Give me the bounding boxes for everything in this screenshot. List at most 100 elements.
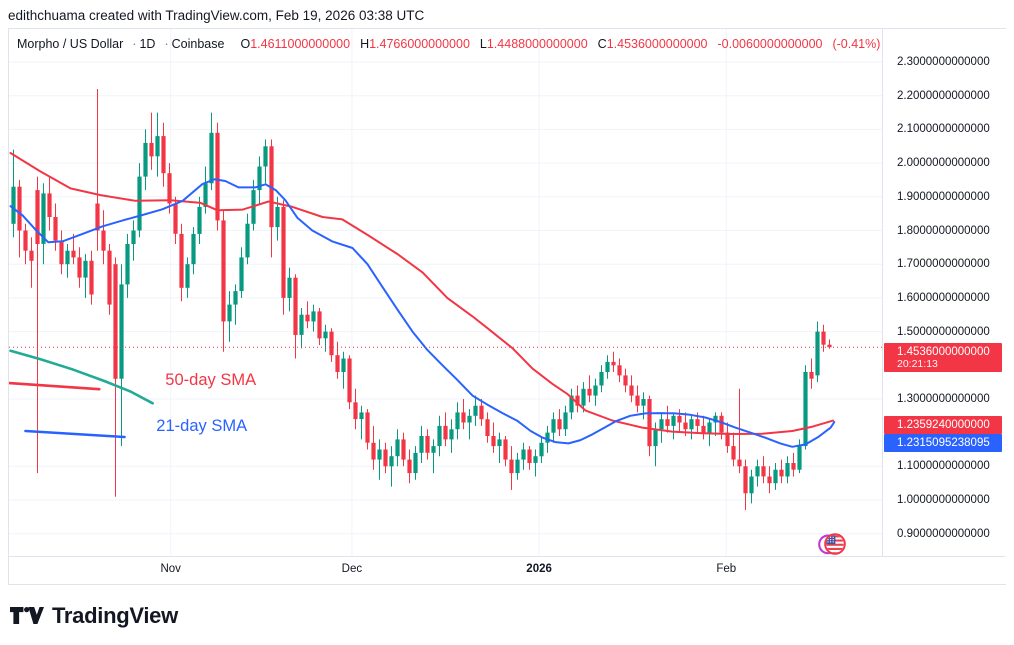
candle[interactable] xyxy=(89,250,94,305)
sma21-line[interactable] xyxy=(9,178,836,448)
candle[interactable] xyxy=(359,405,364,440)
candle[interactable] xyxy=(461,399,466,430)
candle[interactable] xyxy=(11,149,16,238)
candle[interactable] xyxy=(617,358,622,383)
tradingview-logo[interactable]: TradingView xyxy=(10,599,178,633)
candle[interactable] xyxy=(407,449,412,484)
candle[interactable] xyxy=(563,405,568,436)
sma21-pointer-line[interactable] xyxy=(24,429,126,439)
candle[interactable] xyxy=(347,355,352,410)
candle[interactable] xyxy=(749,469,754,504)
candle[interactable] xyxy=(197,196,202,244)
candle[interactable] xyxy=(515,452,520,480)
candle[interactable] xyxy=(701,415,706,440)
candle[interactable] xyxy=(521,442,526,470)
candle[interactable] xyxy=(791,452,796,477)
candle[interactable] xyxy=(311,304,316,332)
candle[interactable] xyxy=(227,291,232,342)
candle[interactable] xyxy=(713,412,718,436)
candle[interactable] xyxy=(329,328,334,362)
candle[interactable] xyxy=(23,223,28,265)
candle[interactable] xyxy=(335,341,340,379)
candle[interactable] xyxy=(761,456,766,484)
candle[interactable] xyxy=(437,415,442,457)
candle[interactable] xyxy=(455,402,460,440)
candle[interactable] xyxy=(239,247,244,298)
candle[interactable] xyxy=(425,429,430,460)
candle[interactable] xyxy=(125,233,130,298)
candle[interactable] xyxy=(443,412,448,447)
candle[interactable] xyxy=(401,432,406,467)
candle[interactable] xyxy=(101,210,106,265)
teal-trendline[interactable] xyxy=(9,349,154,405)
candle[interactable] xyxy=(557,409,562,436)
candle[interactable] xyxy=(245,213,250,265)
candle[interactable] xyxy=(587,375,592,403)
candle[interactable] xyxy=(467,409,472,440)
candle[interactable] xyxy=(689,415,694,440)
candle[interactable] xyxy=(743,459,748,511)
candle[interactable] xyxy=(47,176,52,231)
candlestick-chart[interactable]: 50-day SMA 21-day SMA xyxy=(9,29,882,559)
candle[interactable] xyxy=(485,412,490,443)
candle[interactable] xyxy=(725,422,730,453)
candle[interactable] xyxy=(503,436,508,467)
candle[interactable] xyxy=(365,409,370,450)
candle[interactable] xyxy=(149,112,154,170)
candle[interactable] xyxy=(533,449,538,477)
candle[interactable] xyxy=(113,257,118,497)
candle[interactable] xyxy=(629,375,634,403)
candle[interactable] xyxy=(773,463,778,490)
time-axis[interactable]: Nov Dec 2026 Feb xyxy=(9,556,1005,584)
candle[interactable] xyxy=(821,324,826,352)
candle[interactable] xyxy=(53,203,58,251)
candle[interactable] xyxy=(677,409,682,433)
candle[interactable] xyxy=(779,459,784,484)
candle[interactable] xyxy=(353,388,358,430)
candle[interactable] xyxy=(281,200,286,315)
candle[interactable] xyxy=(755,459,760,487)
candle[interactable] xyxy=(413,446,418,480)
candle[interactable] xyxy=(659,412,664,443)
candle[interactable] xyxy=(491,422,496,453)
candle[interactable] xyxy=(581,382,586,413)
candle[interactable] xyxy=(479,399,484,426)
candle[interactable] xyxy=(341,351,346,389)
candle[interactable] xyxy=(665,405,670,433)
sma50-pointer-line[interactable] xyxy=(9,381,101,391)
candle[interactable] xyxy=(611,351,616,372)
us-flag-icon[interactable] xyxy=(817,530,849,558)
candle[interactable] xyxy=(473,395,478,426)
candle[interactable] xyxy=(389,446,394,487)
candle[interactable] xyxy=(731,432,736,467)
candle[interactable] xyxy=(95,89,100,251)
candle[interactable] xyxy=(593,378,598,406)
candle[interactable] xyxy=(77,247,82,288)
candle[interactable] xyxy=(803,365,808,450)
candle[interactable] xyxy=(65,244,70,278)
candle[interactable] xyxy=(185,257,190,298)
candle[interactable] xyxy=(263,139,268,184)
candle[interactable] xyxy=(35,176,40,474)
candle[interactable] xyxy=(809,358,814,389)
candle[interactable] xyxy=(155,112,160,177)
candle[interactable] xyxy=(161,122,166,187)
candle[interactable] xyxy=(107,244,112,315)
candle[interactable] xyxy=(431,439,436,474)
candle[interactable] xyxy=(569,388,574,420)
candle[interactable] xyxy=(143,129,148,191)
candle[interactable] xyxy=(497,432,502,463)
sma50-annotation-label[interactable]: 50-day SMA xyxy=(165,371,256,389)
candle[interactable] xyxy=(305,301,310,329)
candle[interactable] xyxy=(623,368,628,393)
candle[interactable] xyxy=(719,412,724,440)
candle[interactable] xyxy=(815,321,820,383)
candle[interactable] xyxy=(371,425,376,470)
candle[interactable] xyxy=(323,324,328,352)
candle[interactable] xyxy=(575,385,580,413)
candle[interactable] xyxy=(647,395,652,457)
candle[interactable] xyxy=(449,419,454,453)
candle[interactable] xyxy=(83,254,88,298)
candle[interactable] xyxy=(605,355,610,379)
candle[interactable] xyxy=(41,183,46,265)
